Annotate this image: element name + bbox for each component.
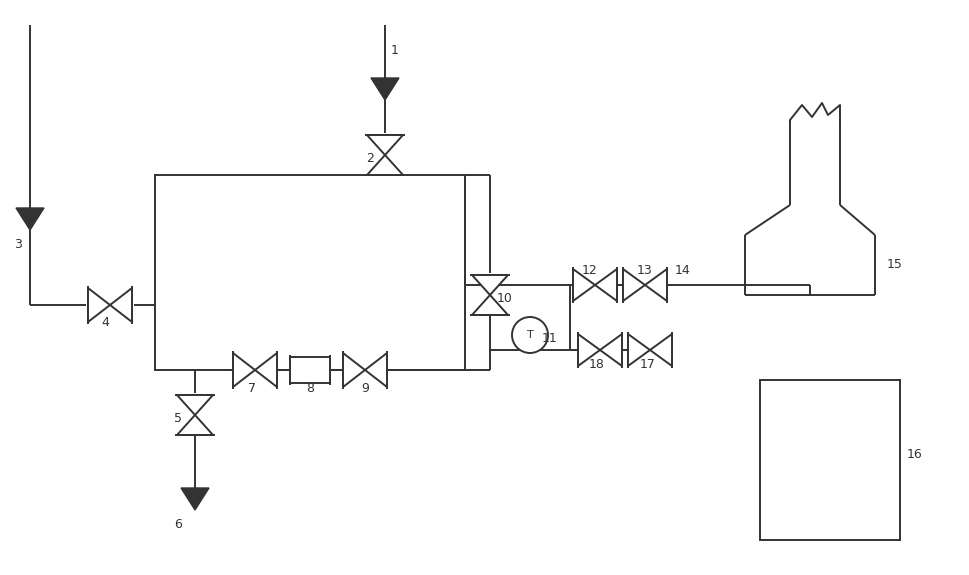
Polygon shape xyxy=(367,135,403,155)
Polygon shape xyxy=(623,269,645,301)
Text: 4: 4 xyxy=(101,316,109,328)
Bar xyxy=(155,175,465,370)
Polygon shape xyxy=(233,353,255,387)
Polygon shape xyxy=(578,334,600,366)
Text: 6: 6 xyxy=(174,519,182,531)
Text: 13: 13 xyxy=(638,263,653,277)
Polygon shape xyxy=(472,295,508,315)
Polygon shape xyxy=(110,288,132,322)
Polygon shape xyxy=(367,155,403,175)
Text: 12: 12 xyxy=(582,263,598,277)
Polygon shape xyxy=(573,269,595,301)
Bar xyxy=(290,357,330,383)
Text: 1: 1 xyxy=(391,44,399,56)
Text: 8: 8 xyxy=(306,381,314,394)
Polygon shape xyxy=(650,334,672,366)
Polygon shape xyxy=(371,78,399,100)
Text: 14: 14 xyxy=(675,263,691,277)
Text: 5: 5 xyxy=(174,412,182,424)
Text: 16: 16 xyxy=(907,448,922,462)
Polygon shape xyxy=(177,395,213,415)
Text: 3: 3 xyxy=(15,239,22,251)
Polygon shape xyxy=(181,488,209,510)
Text: 7: 7 xyxy=(248,381,256,394)
Circle shape xyxy=(512,317,548,353)
Polygon shape xyxy=(600,334,622,366)
Polygon shape xyxy=(365,353,387,387)
Polygon shape xyxy=(343,353,365,387)
Polygon shape xyxy=(255,353,277,387)
Polygon shape xyxy=(177,415,213,435)
Polygon shape xyxy=(645,269,667,301)
Polygon shape xyxy=(595,269,617,301)
Text: T: T xyxy=(526,330,533,340)
Text: 9: 9 xyxy=(361,381,369,394)
Text: 10: 10 xyxy=(497,292,513,305)
Polygon shape xyxy=(472,275,508,295)
Text: 11: 11 xyxy=(542,332,558,344)
Text: 2: 2 xyxy=(366,151,374,164)
Polygon shape xyxy=(88,288,110,322)
Text: 17: 17 xyxy=(641,358,656,371)
Bar xyxy=(760,380,900,540)
Polygon shape xyxy=(16,208,44,230)
Text: 18: 18 xyxy=(589,358,605,371)
Text: 15: 15 xyxy=(887,259,903,271)
Polygon shape xyxy=(628,334,650,366)
